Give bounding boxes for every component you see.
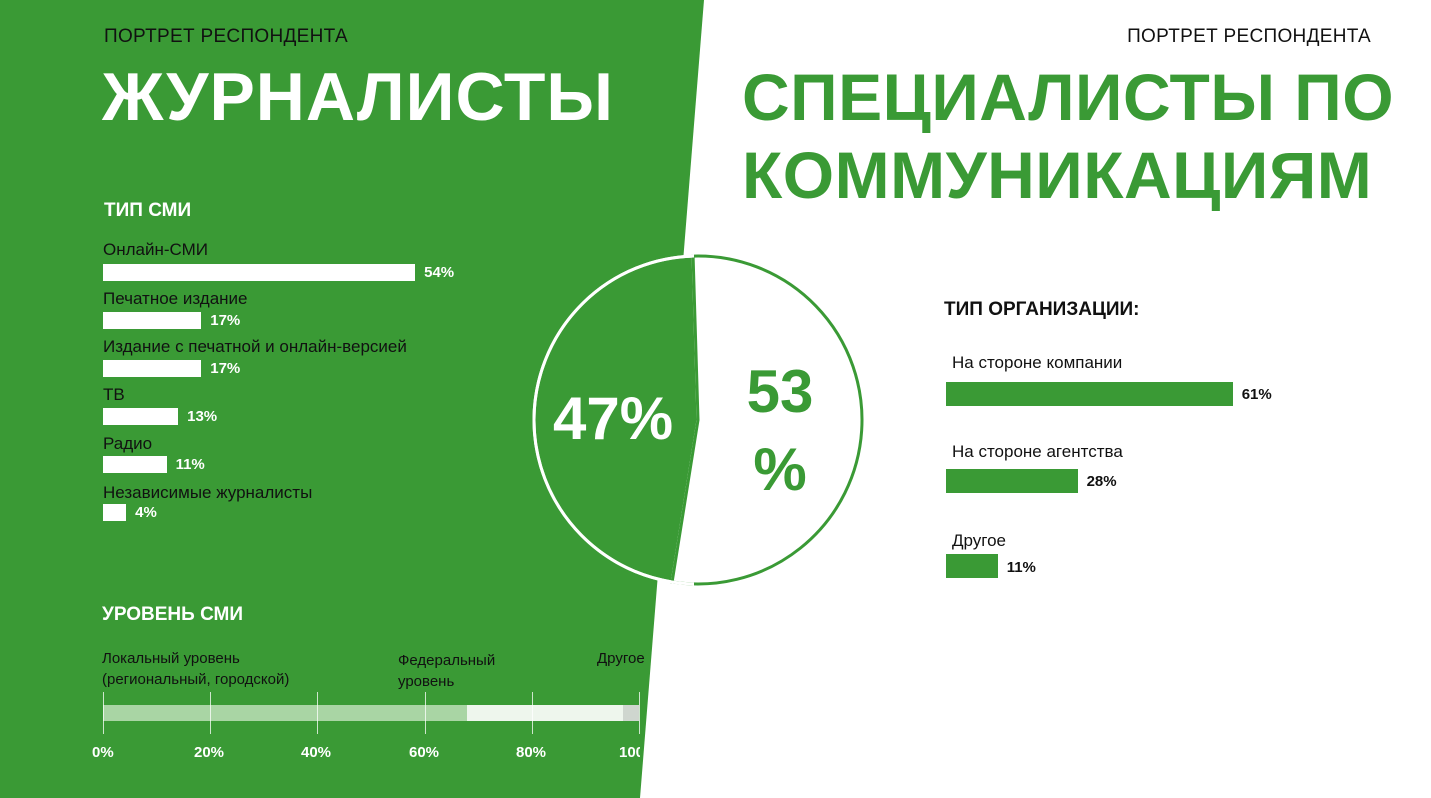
level-segment-other — [622, 705, 639, 721]
communications-title-line1: СПЕЦИАЛИСТЫ ПО — [742, 60, 1395, 134]
media-level-stacked-bar — [103, 705, 639, 721]
media-type-label: Печатное издание — [103, 289, 248, 308]
tick-label: 0% — [92, 744, 114, 761]
pie-label-communications: 53 % — [746, 358, 814, 503]
tick-label: 80% — [516, 744, 547, 761]
org-type-bar — [946, 469, 1078, 493]
gridline-80 — [532, 692, 533, 734]
media-type-value: 17% — [210, 312, 241, 329]
tick-label: 20% — [194, 744, 225, 761]
tick-label: 60% — [409, 744, 440, 761]
level-label-local: Локальный уровень (региональный, городск… — [102, 650, 290, 688]
org-type-label: На стороне агентства — [952, 442, 1123, 461]
media-type-bar — [103, 504, 127, 521]
pie-label-journalists: 47% — [553, 385, 674, 452]
gridline-40 — [317, 692, 318, 734]
org-type-value: 61% — [1241, 386, 1272, 403]
level-segment-local — [103, 705, 468, 721]
media-type-value: 4% — [135, 504, 157, 521]
media-type-heading: ТИП СМИ — [104, 200, 192, 221]
green-panel — [0, 0, 704, 798]
media-type-label: Издание с печатной и онлайн-версией — [103, 337, 407, 356]
org-type-heading: ТИП ОРГАНИЗАЦИИ: — [944, 299, 1140, 320]
org-type-label: Другое — [952, 531, 1007, 550]
org-type-value: 28% — [1086, 473, 1117, 490]
gridline-60 — [425, 692, 426, 734]
pie-slice-communications — [670, 254, 864, 586]
media-type-label: Независимые журналисты — [103, 483, 313, 502]
pie-chart — [532, 254, 864, 586]
communications-title: СПЕЦИАЛИСТЫ ПО КОММУНИКАЦИЯМ — [742, 58, 1402, 214]
media-type-bar — [103, 360, 202, 377]
media-type-label: ТВ — [103, 385, 125, 404]
journalists-title: ЖУРНАЛИСТЫ — [102, 59, 614, 135]
media-type-bar — [103, 264, 416, 281]
media-type-bar — [103, 456, 167, 473]
org-type-bar — [946, 554, 998, 578]
level-label-other: Другое — [597, 650, 645, 667]
org-type-bar — [946, 382, 1233, 406]
tick-label: 100% — [619, 744, 640, 761]
level-segment-federal — [467, 705, 623, 721]
media-type-bar — [103, 312, 202, 329]
media-type-value: 13% — [187, 408, 218, 425]
left-eyebrow: ПОРТРЕТ РЕСПОНДЕНТА — [104, 26, 348, 47]
tick-clip: 100% — [619, 740, 640, 766]
gridline-0 — [103, 692, 104, 734]
tick-label: 40% — [301, 744, 332, 761]
right-eyebrow: ПОРТРЕТ РЕСПОНДЕНТА — [1127, 26, 1371, 47]
media-type-bar — [103, 408, 179, 425]
media-type-value: 11% — [175, 456, 205, 473]
pie-outline — [532, 254, 694, 586]
media-type-value: 54% — [424, 264, 455, 281]
org-type-value: 11% — [1006, 559, 1036, 576]
media-type-value: 17% — [210, 360, 241, 377]
communications-title-line2: КОММУНИКАЦИЯМ — [742, 138, 1373, 212]
gridline-20 — [210, 692, 211, 734]
media-level-heading: УРОВЕНЬ СМИ — [102, 604, 244, 625]
media-type-label: Радио — [103, 434, 153, 453]
media-type-label: Онлайн-СМИ — [103, 240, 208, 259]
level-label-federal: Федеральный уровень — [398, 652, 496, 690]
gridline-100 — [639, 692, 640, 734]
org-type-label: На стороне компании — [952, 353, 1123, 372]
